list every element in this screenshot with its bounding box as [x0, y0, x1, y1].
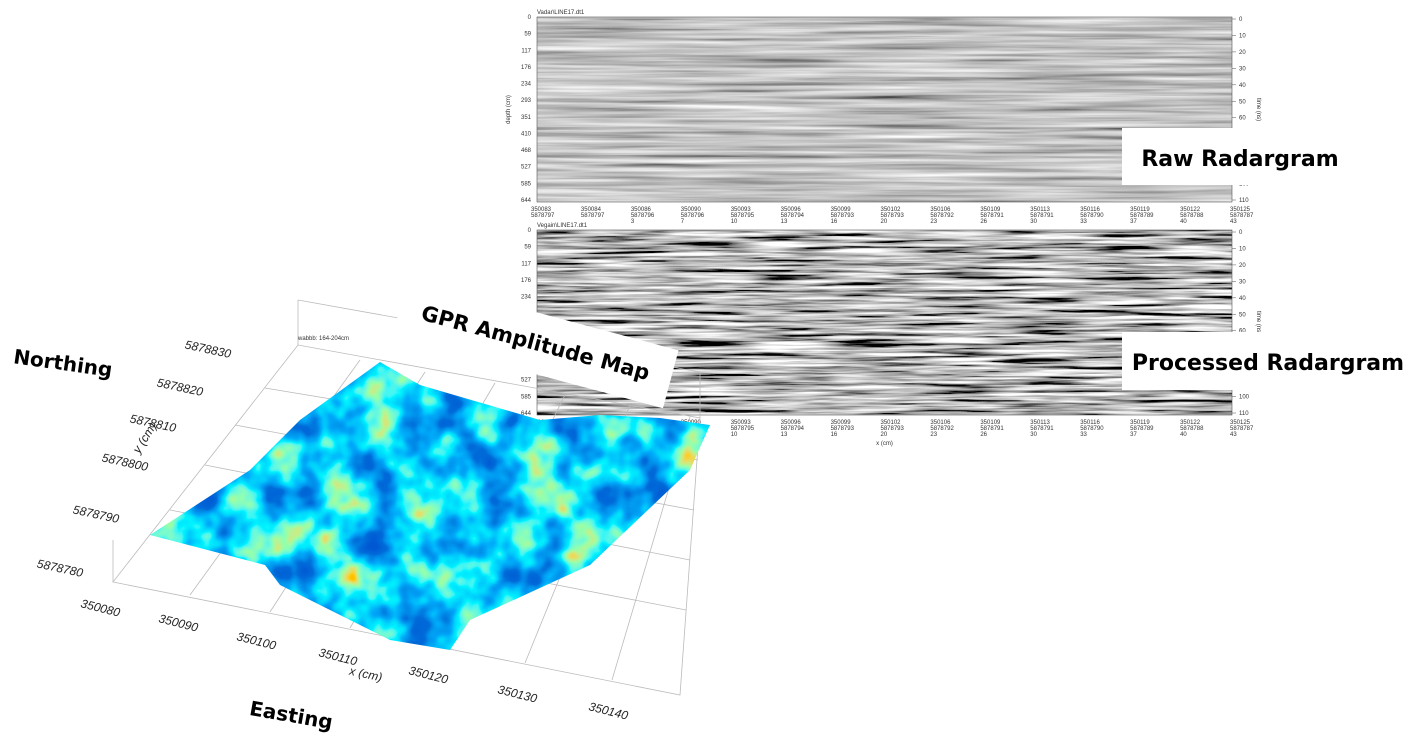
time-axis-label: time (ns) [1255, 311, 1261, 334]
x-tick-distance: 26 [980, 219, 987, 225]
radargram-file: Vadar\LINE17.dt1 [537, 10, 585, 16]
x-tick-distance: 43 [1230, 432, 1237, 438]
time-tick-label: 0 [1239, 230, 1243, 236]
map-x-tick-label: 350140 [587, 699, 630, 722]
time-tick-label: 0 [1239, 17, 1243, 23]
depth-tick-label: 410 [521, 131, 532, 137]
x-tick-distance: 10 [731, 432, 738, 438]
map-y-tick-label: 5878830 [184, 338, 233, 361]
x-tick-northing: 5878797 [531, 213, 555, 219]
depth-tick-label: 176 [521, 278, 532, 284]
depth-tick-label: 59 [524, 245, 531, 251]
time-tick-label: 60 [1239, 116, 1246, 122]
x-tick-distance: 13 [781, 219, 788, 225]
time-axis-label: time (ns) [1255, 98, 1261, 121]
time-tick-label: 100 [1239, 395, 1250, 401]
depth-tick-label: 527 [521, 165, 532, 171]
x-tick-distance: 10 [731, 219, 738, 225]
x-tick-northing: 5878797 [581, 213, 605, 219]
x-tick-distance: 30 [1030, 219, 1037, 225]
x-tick-distance: 16 [831, 219, 838, 225]
x-axis-label: x (cm) [876, 441, 893, 447]
depth-tick-label: 527 [521, 378, 532, 384]
depth-tick-label: 59 [524, 32, 531, 38]
depth-tick-label: 293 [521, 98, 532, 104]
map-y-tick-label: 5878790 [72, 503, 121, 526]
figure: Vadar\LINE17.dt1 0 59 117 176 234 293 351 410 468… [0, 0, 1424, 745]
time-tick-label: 20 [1239, 263, 1246, 269]
time-tick-label: 50 [1239, 99, 1246, 105]
x-tick-distance: 43 [1230, 219, 1237, 225]
raw-label: Raw Radargram [1141, 147, 1338, 172]
map-y-tick-label: 5878780 [36, 557, 85, 580]
x-tick-distance: 7 [681, 219, 685, 225]
time-tick-label: 40 [1239, 296, 1246, 302]
map-x-tick-label: 350100 [235, 629, 278, 652]
time-tick-label: 110 [1239, 411, 1249, 417]
depth-tick-label: 234 [521, 82, 532, 88]
depth-axis-label: depth (cm) [506, 95, 512, 124]
x-tick-distance: 33 [1080, 432, 1087, 438]
depth-tick-label: 644 [521, 198, 532, 204]
depth-tick-label: 468 [521, 148, 532, 154]
easting-label: Easting [248, 696, 335, 734]
map-title: wabbb: 164-204cm [297, 336, 349, 342]
depth-tick-label: 234 [521, 295, 532, 301]
time-tick-label: 30 [1239, 66, 1246, 72]
x-tick-distance: 20 [881, 432, 888, 438]
time-tick-label: 10 [1239, 33, 1246, 39]
radargram-panel: Vadar\LINE17.dt1 0 59 117 176 234 293 351 410 468… [506, 10, 1261, 225]
map-x-tick-label: 350130 [496, 682, 539, 705]
processed-label: Processed Radargram [1132, 351, 1404, 376]
time-tick-label: 30 [1239, 279, 1246, 285]
x-tick-distance: 26 [980, 432, 987, 438]
x-tick-distance: 13 [781, 432, 788, 438]
x-tick-distance: 30 [1030, 432, 1037, 438]
depth-tick-label: 0 [528, 228, 532, 234]
x-tick-distance: 33 [1080, 219, 1087, 225]
x-tick-distance: 3 [631, 219, 635, 225]
x-tick-distance: 37 [1130, 432, 1137, 438]
depth-tick-label: 176 [521, 65, 532, 71]
map-x-tick-label: 350090 [157, 611, 200, 634]
x-tick-northing: 5878796 [631, 213, 655, 219]
map-y-tick-label: 5878820 [156, 376, 205, 399]
time-tick-label: 10 [1239, 246, 1246, 252]
depth-tick-label: 585 [521, 394, 532, 400]
depth-tick-label: 0 [528, 15, 532, 21]
time-tick-label: 20 [1239, 50, 1246, 56]
x-tick-distance: 23 [930, 432, 937, 438]
map-x-axis-label: x (cm) [347, 664, 383, 685]
depth-tick-label: 351 [521, 115, 532, 121]
x-tick-distance: 16 [831, 432, 838, 438]
radargram-file: Vegain\LINE17.dt1 [537, 223, 588, 229]
time-tick-label: 40 [1239, 83, 1246, 89]
time-tick-label: 110 [1239, 198, 1249, 204]
x-tick-northing: 5878796 [681, 213, 705, 219]
x-tick-distance: 23 [930, 219, 937, 225]
x-tick-distance: 20 [881, 219, 888, 225]
northing-label: Northing [12, 344, 114, 382]
x-tick-distance: 37 [1130, 219, 1137, 225]
map-x-tick-label: 350120 [407, 663, 450, 686]
depth-tick-label: 117 [521, 261, 531, 267]
map-x-tick-label: 350080 [79, 596, 122, 619]
depth-tick-label: 585 [521, 181, 532, 187]
time-tick-label: 50 [1239, 312, 1246, 318]
depth-tick-label: 117 [521, 48, 531, 54]
x-tick-distance: 40 [1180, 432, 1187, 438]
x-tick-distance: 40 [1180, 219, 1187, 225]
